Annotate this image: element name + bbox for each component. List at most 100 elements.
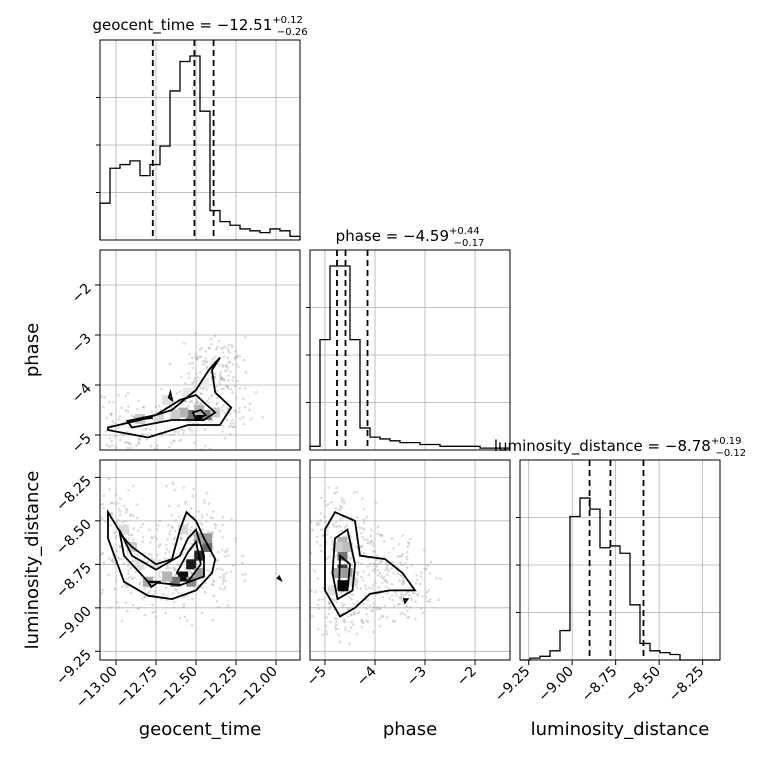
sample-point (355, 570, 358, 574)
sample-point (400, 592, 403, 596)
sample-point (321, 534, 325, 537)
sample-point (426, 564, 430, 567)
sample-point (210, 583, 213, 586)
sample-point (136, 607, 140, 611)
sample-point (373, 563, 376, 567)
sample-point (211, 619, 215, 622)
density-cell (183, 387, 193, 398)
sample-point (114, 493, 118, 496)
sample-point (379, 533, 383, 537)
sample-point (327, 602, 331, 605)
sample-point (214, 347, 218, 351)
sample-point (199, 386, 203, 390)
sample-point (126, 585, 129, 589)
sample-point (211, 394, 214, 397)
sample-point (319, 519, 322, 522)
sample-point (88, 431, 91, 434)
sample-point (175, 588, 179, 592)
sample-point (145, 427, 148, 431)
sample-point (132, 538, 135, 541)
sample-point (254, 390, 258, 394)
sample-point (177, 439, 181, 443)
sample-point (183, 400, 187, 403)
sample-point (168, 566, 172, 570)
sample-point (378, 624, 382, 628)
sample-point (378, 606, 382, 610)
sample-point (402, 578, 406, 582)
sample-point (323, 515, 326, 518)
sample-point (233, 384, 237, 388)
sample-point (225, 418, 229, 421)
sample-point (207, 419, 211, 423)
sample-point (129, 514, 132, 517)
sample-point (227, 349, 230, 353)
sample-point (122, 504, 126, 508)
sample-point (315, 540, 319, 544)
sample-point (213, 523, 216, 526)
sample-point (221, 346, 225, 350)
x-tick-label: −8.25 (666, 664, 708, 706)
sample-point (380, 559, 383, 563)
sample-point (223, 585, 227, 589)
sample-point (158, 570, 161, 574)
sample-point (171, 482, 175, 486)
sample-point (117, 426, 120, 430)
sample-point (368, 604, 372, 607)
sample-point (390, 594, 394, 597)
sample-point (350, 556, 353, 560)
sample-point (356, 600, 359, 603)
sample-point (157, 573, 161, 576)
sample-point (384, 579, 388, 582)
sample-point (173, 488, 177, 492)
sample-point (242, 359, 246, 362)
sample-point (334, 625, 337, 629)
x-tick-label: −2 (454, 664, 480, 690)
sample-point (328, 555, 332, 558)
sample-point (110, 412, 114, 416)
sample-point (198, 370, 202, 374)
sample-point (224, 364, 228, 368)
sample-point (113, 421, 117, 425)
sample-point (187, 372, 190, 375)
sample-point (177, 430, 181, 434)
sample-point (383, 604, 387, 608)
sample-point (173, 573, 177, 577)
panel-geocent-time-histogram (96, 40, 301, 240)
sample-point (413, 592, 416, 595)
sample-point (401, 552, 404, 556)
sample-point (360, 531, 363, 535)
contour-line (331, 528, 356, 601)
sample-point (95, 523, 98, 526)
x-axis-title-luminosity-distance: luminosity_distance (531, 719, 710, 740)
sample-point (374, 501, 378, 504)
sample-point (310, 552, 313, 555)
sample-point (125, 610, 129, 613)
sample-point (226, 385, 230, 389)
sample-point (190, 571, 194, 575)
sample-point (124, 441, 128, 444)
sample-point (244, 572, 247, 576)
sample-point (111, 557, 115, 561)
sample-point (178, 616, 182, 620)
sample-point (372, 630, 375, 634)
sample-point (175, 563, 179, 567)
density-cell (337, 580, 348, 591)
sample-point (97, 577, 100, 580)
sample-point (167, 504, 171, 508)
sample-point (221, 377, 224, 380)
sample-point (130, 577, 134, 581)
sample-point (365, 619, 368, 623)
sample-point (177, 563, 181, 566)
sample-point (174, 518, 178, 522)
sample-point (340, 529, 343, 533)
sample-point (408, 606, 412, 609)
density-cell (170, 410, 181, 420)
title-phase: phase = −4.59+0.44 −0.17 (336, 226, 485, 249)
density-cell (202, 533, 213, 544)
y-tick-label: −4 (69, 380, 95, 406)
density-cell (178, 571, 189, 582)
title-luminosity-distance: luminosity_distance = −8.78+0.19 −0.12 (494, 436, 746, 459)
sample-point (96, 441, 99, 444)
sample-point (233, 349, 237, 353)
sample-point (222, 355, 226, 358)
